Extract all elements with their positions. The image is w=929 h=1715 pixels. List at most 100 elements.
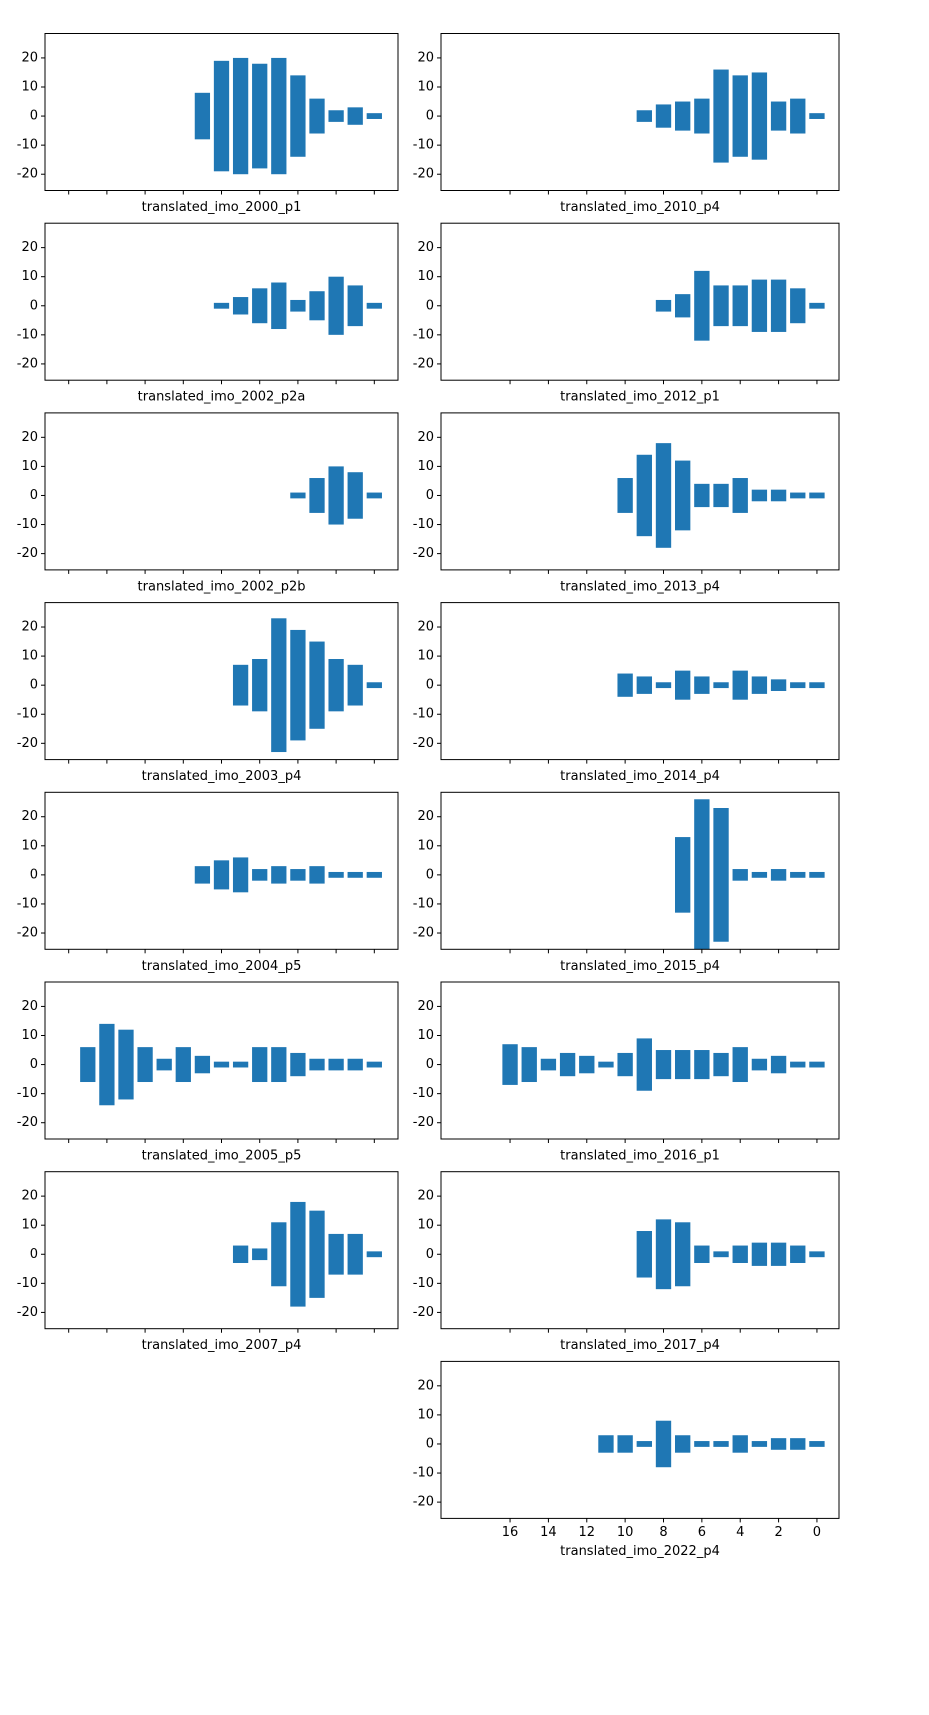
x-tick-label: 16 bbox=[502, 1525, 519, 1540]
bar bbox=[675, 101, 691, 131]
y-tick-label: -20 bbox=[413, 736, 434, 751]
bar bbox=[347, 664, 363, 706]
bar bbox=[290, 1201, 306, 1307]
subplot: -20 -10 0 10 20 translated_imo_2002_p2b bbox=[17, 412, 399, 594]
y-tick-label: -10 bbox=[17, 517, 38, 532]
y-tick-label: -20 bbox=[17, 1115, 38, 1130]
bar bbox=[751, 676, 768, 694]
bar bbox=[328, 659, 344, 712]
bar bbox=[713, 808, 729, 942]
subplot: -20 -10 0 10 20 translated_imo_2015_p4 bbox=[413, 791, 840, 974]
y-tick-label: 10 bbox=[21, 269, 38, 284]
y-tick-label: 10 bbox=[21, 1028, 38, 1043]
y-tick-label: 10 bbox=[417, 1407, 434, 1422]
bars bbox=[194, 857, 382, 893]
axes-frame bbox=[440, 1171, 840, 1330]
subplot: -20 -10 0 10 20 translated_imo_2005_p5 bbox=[17, 981, 399, 1164]
bar bbox=[655, 104, 672, 128]
y-tick-label: 20 bbox=[21, 430, 38, 445]
y-tick-label: 0 bbox=[426, 1436, 434, 1451]
bar bbox=[655, 682, 672, 689]
bar bbox=[694, 1050, 710, 1080]
x-axis-label: translated_imo_2014_p4 bbox=[560, 769, 720, 784]
y-tick-label: -20 bbox=[17, 1305, 38, 1320]
y-tick-label: 0 bbox=[30, 867, 38, 882]
bar bbox=[309, 1210, 325, 1298]
y-tick-label: -20 bbox=[413, 1305, 434, 1320]
bar bbox=[309, 641, 325, 729]
bar bbox=[290, 629, 306, 741]
subplot: -20 -10 0 10 20 translated_imo_2000_p1 bbox=[17, 33, 399, 215]
bar bbox=[271, 618, 287, 753]
bar bbox=[347, 107, 363, 125]
bar bbox=[694, 98, 710, 134]
bar bbox=[770, 869, 787, 881]
y-tick-label: 0 bbox=[426, 1247, 434, 1262]
bars bbox=[213, 276, 382, 335]
bar bbox=[751, 279, 768, 332]
x-axis-label: translated_imo_2010_p4 bbox=[560, 200, 720, 215]
x-tick-label: 10 bbox=[617, 1525, 634, 1540]
y-tick-label: 10 bbox=[21, 459, 38, 474]
y-tick-label: 10 bbox=[417, 649, 434, 664]
bar bbox=[579, 1055, 595, 1074]
y-tick-label: -20 bbox=[413, 167, 434, 182]
subplot: -20 -10 0 10 20 translated_imo_2002_p2a bbox=[17, 222, 399, 405]
bars bbox=[232, 1201, 382, 1307]
y-tick-label: 20 bbox=[417, 620, 434, 635]
y-tick-label: 10 bbox=[417, 269, 434, 284]
y-tick-label: 20 bbox=[417, 809, 434, 824]
subplot: -20 -10 0 10 20 translated_imo_2012_p1 bbox=[413, 222, 840, 405]
axes-frame bbox=[440, 981, 840, 1140]
bar bbox=[809, 871, 825, 878]
bar bbox=[347, 1233, 363, 1275]
bar bbox=[232, 1245, 249, 1263]
bar bbox=[636, 1441, 652, 1447]
axes-frame bbox=[44, 981, 399, 1140]
axes-frame bbox=[440, 33, 840, 191]
y-tick-label: 0 bbox=[426, 1057, 434, 1072]
bar bbox=[366, 492, 382, 499]
x-tick-label: 12 bbox=[579, 1525, 596, 1540]
x-axis-label: translated_imo_2005_p5 bbox=[142, 1149, 302, 1164]
bar bbox=[675, 460, 691, 531]
bar bbox=[232, 664, 249, 706]
x-axis-label: translated_imo_2013_p4 bbox=[560, 579, 720, 594]
bar bbox=[328, 110, 344, 122]
y-tick-label: 10 bbox=[21, 79, 38, 94]
bar bbox=[751, 72, 768, 160]
bar bbox=[770, 101, 787, 131]
bar bbox=[790, 492, 806, 499]
x-tick-label: 6 bbox=[698, 1525, 706, 1540]
bar bbox=[751, 1242, 768, 1266]
subplot: -20 -10 0 10 20 translated_imo_2013_p4 bbox=[413, 412, 840, 594]
bar bbox=[809, 682, 825, 689]
bar bbox=[309, 866, 325, 884]
bar bbox=[809, 492, 825, 499]
bar bbox=[328, 276, 344, 335]
bar bbox=[790, 1245, 806, 1263]
bar bbox=[194, 1055, 211, 1074]
bar bbox=[770, 279, 787, 332]
bar bbox=[309, 478, 325, 513]
y-tick-label: -20 bbox=[413, 926, 434, 941]
bars bbox=[636, 1219, 825, 1290]
bar bbox=[366, 1251, 382, 1258]
y-tick-label: -10 bbox=[413, 1276, 434, 1291]
bar bbox=[713, 483, 729, 508]
y-tick-label: 10 bbox=[417, 838, 434, 853]
bar bbox=[252, 1047, 268, 1083]
x-tick-label: 14 bbox=[540, 1525, 557, 1540]
bar bbox=[770, 1242, 787, 1266]
x-axis-label: translated_imo_2012_p1 bbox=[560, 390, 720, 405]
y-tick-label: 20 bbox=[21, 50, 38, 65]
bar bbox=[732, 869, 748, 881]
bar bbox=[790, 871, 806, 878]
bar bbox=[732, 478, 748, 513]
bar bbox=[675, 1435, 691, 1453]
x-axis-label: translated_imo_2007_p4 bbox=[142, 1338, 302, 1353]
bar bbox=[655, 299, 672, 312]
x-axis-label: translated_imo_2015_p4 bbox=[560, 959, 720, 974]
